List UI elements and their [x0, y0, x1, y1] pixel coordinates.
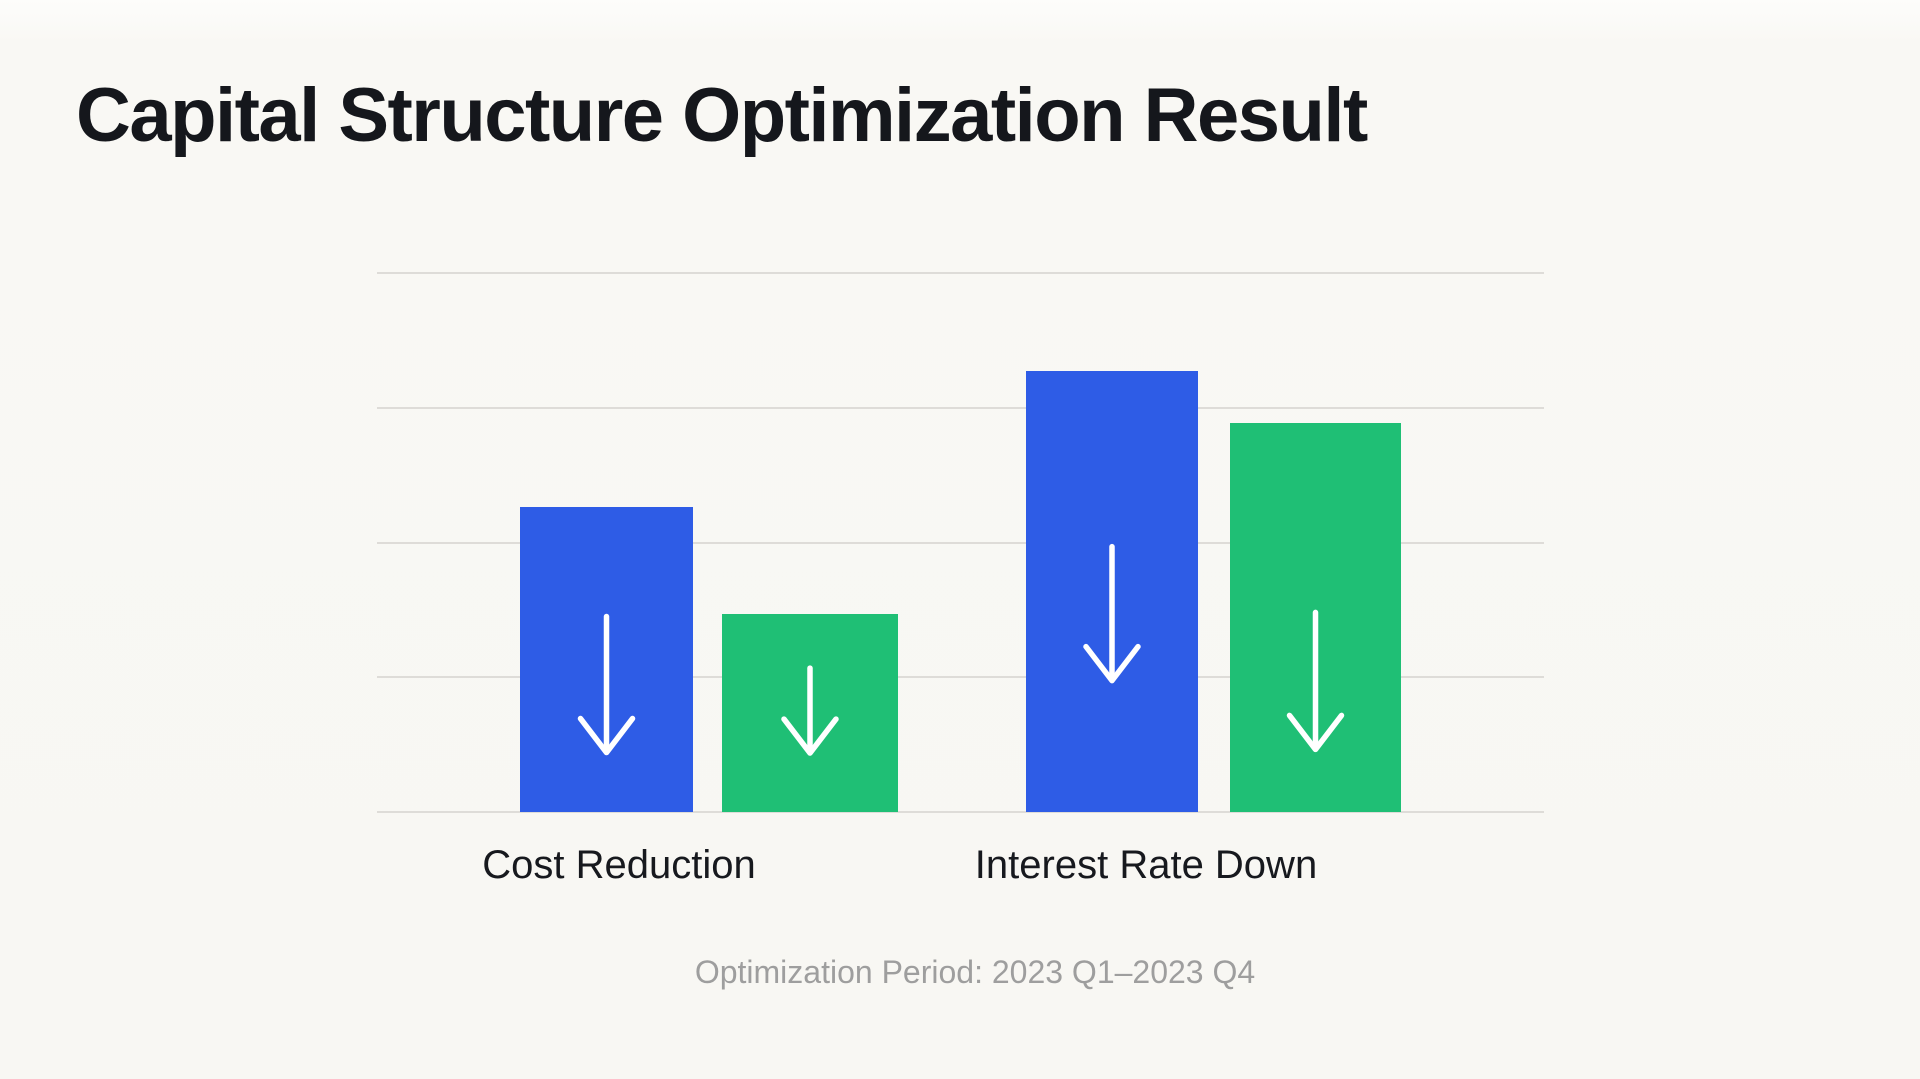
- gridline: [377, 406, 1544, 409]
- category-label-interest-rate-down: Interest Rate Down: [974, 843, 1318, 887]
- category-label-cost-reduction: Cost Reduction: [482, 843, 756, 887]
- down-arrow-icon: [1286, 609, 1345, 752]
- down-arrow-icon: [781, 665, 839, 756]
- bar-cost-reduction-blue: [520, 507, 693, 812]
- gridline: [377, 811, 1544, 813]
- optimization-period-caption: Optimization Period: 2023 Q1–2023 Q4: [694, 954, 1256, 990]
- bar-interest-rate-down-blue: [1026, 371, 1198, 812]
- gridline: [377, 541, 1544, 544]
- page-title: Capital Structure Optimization Result: [76, 73, 1368, 158]
- down-arrow-icon: [1083, 544, 1141, 684]
- bar-cost-reduction-green: [722, 613, 898, 812]
- gridline: [377, 272, 1544, 274]
- bar-interest-rate-down-green: [1230, 422, 1401, 812]
- down-arrow-icon: [577, 614, 636, 756]
- gridline: [377, 676, 1544, 679]
